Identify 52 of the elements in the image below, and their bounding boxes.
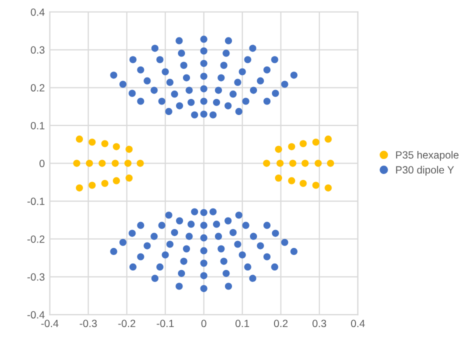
point — [300, 180, 307, 187]
legend-label: P30 dipole Y — [396, 166, 454, 176]
point — [126, 174, 133, 182]
x-tick-label: 0 — [201, 320, 206, 328]
point — [112, 143, 120, 150]
point — [289, 160, 296, 167]
point — [312, 182, 320, 189]
point — [274, 146, 282, 153]
point — [324, 184, 332, 192]
x-tick-label: 0.1 — [236, 320, 250, 328]
point — [101, 140, 108, 148]
x-tick-label: 0.3 — [312, 320, 326, 328]
point — [101, 180, 108, 187]
point — [98, 160, 106, 167]
point — [124, 160, 132, 167]
y-tick-label: 0.2 — [30, 84, 44, 92]
point — [324, 136, 332, 143]
y-tick-label: 0 — [40, 160, 44, 168]
x-tick-label: -0.3 — [80, 320, 97, 328]
y-tick-label: -0.3 — [27, 273, 44, 281]
y-tick-label: 0.1 — [30, 122, 44, 130]
point — [274, 174, 282, 182]
point — [88, 182, 96, 189]
point — [312, 138, 320, 146]
point — [86, 160, 93, 167]
point — [326, 160, 334, 167]
point — [302, 160, 309, 167]
point — [288, 143, 296, 150]
point — [112, 177, 120, 184]
point — [73, 160, 80, 167]
y-tick-label: -0.4 — [27, 311, 45, 319]
x-tick-label: 0.4 — [351, 320, 365, 328]
point — [276, 160, 284, 167]
point — [136, 160, 144, 167]
point — [88, 138, 96, 146]
point — [300, 140, 307, 148]
x-tick-label: -0.4 — [41, 320, 58, 328]
y-tick-label: 0.4 — [30, 8, 45, 16]
point — [126, 146, 133, 153]
x-tick-label: 0.2 — [274, 320, 288, 328]
point — [263, 160, 270, 167]
y-tick-label: -0.2 — [27, 235, 44, 243]
point — [288, 177, 296, 184]
x-tick-label: -0.2 — [118, 320, 136, 328]
point — [112, 160, 119, 167]
point — [314, 160, 322, 167]
y-tick-label: -0.1 — [27, 198, 44, 206]
point — [76, 136, 83, 143]
legend-label: P35 hexapole — [396, 150, 459, 161]
y-tick-label: 0.3 — [30, 46, 44, 54]
x-tick-label: -0.1 — [156, 320, 174, 328]
point — [76, 184, 83, 192]
